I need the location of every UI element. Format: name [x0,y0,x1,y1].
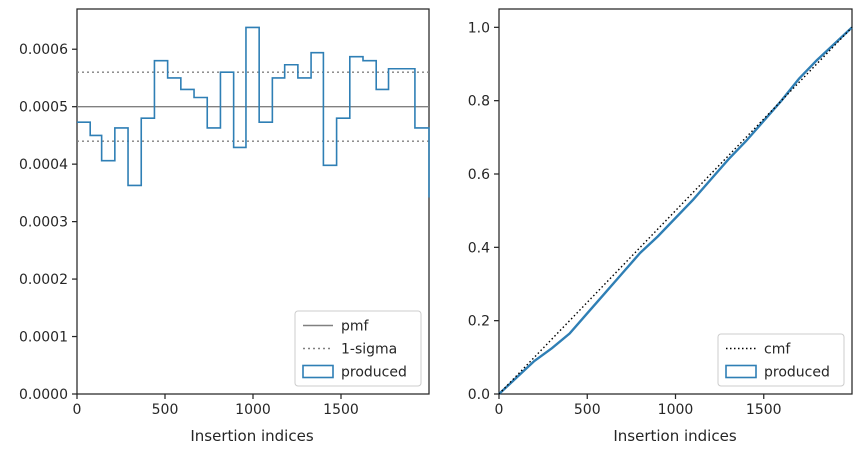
right-y-ticks: 0.0 0.2 0.4 0.6 0.8 1.0 [468,20,499,403]
legend-label-produced: produced [764,365,830,381]
right-panel: 0 500 1000 1500 0.0 0.2 0.4 0.6 0.8 1.0 Insertio… [468,8,853,445]
left-x-ticks: 0 500 1000 1500 [73,394,359,418]
left-y-ticks: 0.0000 0.0001 0.0002 0.0003 0.0004 0.0005 0.00… [19,42,77,403]
y-tick-label: 0.0001 [19,330,68,346]
legend-label-produced: produced [341,365,407,381]
x-tick-label: 1500 [323,402,359,418]
produced-cumulative-line [498,26,853,395]
y-tick-label: 0.0006 [19,42,68,58]
left-panel: 0 500 1000 1500 0.00000.00010.00020.00030.0… [19,8,430,445]
y-tick-label: 0.6 [468,167,490,183]
y-tick-label: 0.8 [468,94,490,110]
x-tick-label: 500 [152,402,179,418]
left-x-axis-label: Insertion indices [190,427,313,445]
x-tick-label: 1500 [746,402,782,418]
x-tick-label: 1000 [235,402,271,418]
y-tick-label: 0.2 [468,314,490,330]
x-tick-label: 1000 [658,402,694,418]
right-plot-area [498,26,853,395]
legend-label-1-sigma: 1-sigma [341,342,397,358]
y-tick-label: 1.0 [468,20,490,36]
produced-histogram [77,26,430,198]
y-tick-label: 0.0005 [19,100,68,116]
right-x-axis-label: Insertion indices [613,427,736,445]
legend-swatch-produced [725,364,757,379]
legend-frame [717,333,845,387]
right-x-ticks: 0 500 1000 1500 [495,394,782,418]
y-tick-label: 0.0002 [19,272,68,288]
x-tick-label: 0 [73,402,82,418]
right-legend: cmf produced [717,333,845,387]
y-tick-label: 0.0004 [19,157,68,173]
x-tick-label: 500 [574,402,601,418]
y-tick-label: 0.0 [468,387,490,403]
legend-swatch-produced [302,364,334,379]
y-tick-label: 0.0000 [19,387,68,403]
y-tick-label: 0.0003 [19,215,68,231]
cmf-line [498,26,853,395]
left-plot-area [77,26,430,198]
legend-label-cmf: cmf [764,342,791,358]
legend-label-pmf: pmf [341,319,370,335]
x-tick-label: 0 [495,402,504,418]
legend-frame [294,310,422,387]
left-legend: pmf 1-sigma produced [294,310,422,387]
y-tick-label: 0.4 [468,240,490,256]
